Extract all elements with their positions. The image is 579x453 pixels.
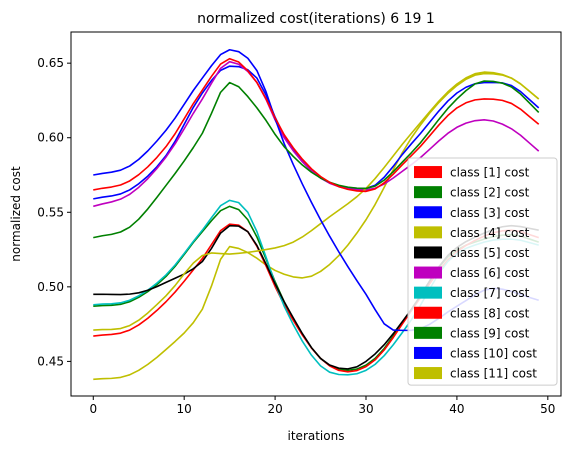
plot-frame bbox=[70, 31, 562, 397]
legend-swatch bbox=[414, 286, 442, 299]
y-tick-label: 0.60 bbox=[37, 131, 64, 145]
x-tick-label: 10 bbox=[177, 402, 192, 416]
legend-swatch bbox=[414, 306, 442, 319]
y-tick-label: 0.45 bbox=[37, 354, 64, 368]
legend-swatch bbox=[414, 326, 442, 339]
x-tick-label: 0 bbox=[89, 402, 97, 416]
legend-swatch bbox=[414, 226, 442, 239]
legend-swatch bbox=[414, 367, 442, 380]
legend-label: class [3] cost bbox=[450, 206, 530, 220]
x-tick-label: 50 bbox=[540, 402, 555, 416]
legend-swatch bbox=[414, 266, 442, 279]
legend-swatch bbox=[414, 346, 442, 359]
chart-title: normalized cost(iterations) 6 19 1 bbox=[197, 11, 435, 27]
series-line-11 bbox=[93, 72, 540, 381]
axis-ticks: 0 10 20 30 40 50 0.45 0.50 0.55 0.60 0.65 bbox=[37, 56, 555, 416]
legend-label: class [10] cost bbox=[450, 346, 537, 360]
series-line-1 bbox=[93, 57, 540, 193]
legend-swatch bbox=[414, 206, 442, 219]
x-axis-label: iterations bbox=[288, 429, 345, 443]
legend-label: class [8] cost bbox=[450, 306, 530, 320]
legend-swatch bbox=[414, 166, 442, 179]
legend-swatch bbox=[414, 186, 442, 199]
x-tick-label: 20 bbox=[267, 402, 282, 416]
legend-label: class [9] cost bbox=[450, 326, 530, 340]
legend: class [1] cost class [2] cost class [3] co… bbox=[407, 157, 558, 386]
legend-label: class [2] cost bbox=[450, 186, 530, 200]
y-tick-label: 0.55 bbox=[37, 205, 64, 219]
legend-label: class [1] cost bbox=[450, 166, 530, 180]
y-tick-label: 0.65 bbox=[37, 56, 64, 70]
legend-box bbox=[407, 157, 558, 386]
x-tick-label: 30 bbox=[358, 402, 373, 416]
y-axis-label: normalized cost bbox=[9, 166, 23, 262]
legend-label: class [7] cost bbox=[450, 286, 530, 300]
series-line-4 bbox=[93, 71, 540, 331]
series-line-2 bbox=[93, 80, 540, 239]
y-tick-label: 0.50 bbox=[37, 280, 64, 294]
series-lines bbox=[93, 48, 540, 381]
legend-swatch bbox=[414, 246, 442, 259]
legend-label: class [11] cost bbox=[450, 367, 537, 381]
legend-label: class [6] cost bbox=[450, 266, 530, 280]
legend-label: class [5] cost bbox=[450, 246, 530, 260]
x-tick-label: 40 bbox=[449, 402, 464, 416]
legend-label: class [4] cost bbox=[450, 226, 530, 240]
